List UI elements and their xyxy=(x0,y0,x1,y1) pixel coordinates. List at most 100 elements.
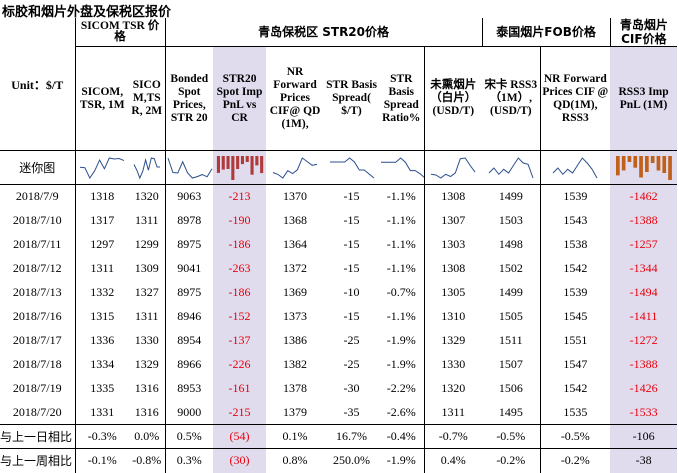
sparkline-bar-chart xyxy=(216,155,263,180)
cell-value: -1494 xyxy=(610,280,678,305)
col-header-unsmoked-sheet: 未熏烟片（白片）(USD/T) xyxy=(424,46,483,151)
sparkline-line xyxy=(329,156,374,178)
cell-value: -25 xyxy=(343,333,360,347)
cell-value: 1334 xyxy=(90,357,115,371)
cell-value: -35 xyxy=(343,404,360,419)
sparkline-line-chart xyxy=(80,156,125,179)
sparkline-line xyxy=(431,156,476,179)
cell-value: 1386 xyxy=(283,333,308,347)
sparkline-cell xyxy=(540,150,611,185)
cell-value: 1539 xyxy=(563,285,588,299)
cell-value: 1316 xyxy=(129,400,166,425)
cell-value: -2.2% xyxy=(379,376,425,401)
cell-value: 1542 xyxy=(563,261,588,275)
page-title: 标胶和烟片外盘及保税区报价 xyxy=(2,5,172,20)
cell-value: -1.1% xyxy=(379,256,425,281)
sparkline-cell xyxy=(324,150,380,185)
cell-value: -15 xyxy=(343,261,360,275)
table-row: 2018/7/16 1315 1311 8946 -152 1373 -15 -1.1% 131… xyxy=(0,304,678,329)
sparkline-bar xyxy=(661,155,666,173)
cell-value: 1311 xyxy=(441,404,466,419)
cell-value: 1368 xyxy=(283,213,308,227)
cell-value: 1303 xyxy=(441,237,466,251)
summary-value: 0.4% xyxy=(424,448,483,473)
cell-value: 1373 xyxy=(283,309,308,323)
cell-value: 1547 xyxy=(563,357,588,371)
cell-value: -1257 xyxy=(610,232,678,257)
cell-value: 1551 xyxy=(563,333,588,347)
summary-label: 与上一周相比 xyxy=(0,448,76,473)
cell-value: 8975 xyxy=(177,285,202,299)
summary-value: (30) xyxy=(213,448,267,473)
sparkline-cell xyxy=(165,150,214,185)
sparkline-bar-chart xyxy=(615,155,672,180)
summary-value: -0.7% xyxy=(424,424,483,449)
cell-value: -1533 xyxy=(610,400,678,425)
cell-value: 1320 xyxy=(129,184,166,209)
row-date: 2018/7/19 xyxy=(0,376,76,401)
cell-value: 1498 xyxy=(482,232,541,257)
cell-value: -186 xyxy=(213,232,267,257)
row-date: 2018/7/13 xyxy=(0,280,76,305)
sparkline-cell xyxy=(610,150,678,185)
cell-value: -1411 xyxy=(610,304,678,329)
cell-value: 1332 xyxy=(90,285,115,299)
sparkline-bar xyxy=(627,155,631,162)
col-header-str-basis-ratio: STR Basis Spread Ratio% xyxy=(379,46,425,151)
cell-value: 1495 xyxy=(482,400,541,425)
col-header-rss3-imp-pnl: RSS3 Imp PnL (1M) xyxy=(610,46,678,151)
cell-value: -15 xyxy=(343,213,360,227)
sparkline-line-chart xyxy=(133,156,160,179)
cell-value: 1370 xyxy=(283,189,308,204)
cell-value: -226 xyxy=(213,352,267,377)
table-row: 2018/7/12 1311 1309 9041 -263 1372 -15 -1.1% 130… xyxy=(0,256,678,281)
sparkline-cell xyxy=(75,150,129,185)
sparkline-bar xyxy=(250,155,254,175)
col-header-nr-forward-rss3: NR Forward Prices CIF @ QD(1M), RSS3 xyxy=(540,46,611,151)
summary-value: -0.3% xyxy=(75,424,129,449)
cell-value: 1318 xyxy=(90,189,115,204)
cell-value: 1378 xyxy=(283,381,308,395)
table-row: 2018/7/11 1297 1299 8975 -186 1364 -15 -1.1% 130… xyxy=(0,232,678,257)
sparkline-bar xyxy=(650,155,655,163)
cell-value: 1307 xyxy=(441,213,466,227)
sparkline-bar xyxy=(656,155,660,170)
cell-value: -152 xyxy=(213,304,267,329)
sparkline-line-chart xyxy=(329,156,374,178)
cell-value: 1499 xyxy=(482,184,541,209)
table-row: 2018/7/18 1334 1329 8966 -226 1382 -25 -1.9% 133… xyxy=(0,352,678,377)
summary-value: -0.8% xyxy=(129,448,166,473)
sparkline-cell xyxy=(266,150,325,185)
unit-label: Unit：$/T xyxy=(0,18,76,151)
cell-value: -1.9% xyxy=(379,328,425,353)
sparkline-line xyxy=(381,156,424,177)
cell-value: 8953 xyxy=(177,381,202,395)
row-date: 2018/7/18 xyxy=(0,352,76,377)
summary-value: -0.5% xyxy=(482,424,541,449)
row-date: 2018/7/9 xyxy=(0,184,76,209)
summary-value: -0.1% xyxy=(75,448,129,473)
cell-value: 1372 xyxy=(283,261,308,275)
cell-value: 1315 xyxy=(90,309,115,323)
cell-value: 8975 xyxy=(177,237,202,251)
price-table: Unit：$/T SICOM TSR 价格 青岛保税区 STR20价格 泰国烟片… xyxy=(0,18,678,473)
col-header-nr-forward-cif: NR Forward Prices CIF@ QD (1M), xyxy=(266,46,325,151)
cell-value: 1507 xyxy=(482,352,541,377)
row-date: 2018/7/17 xyxy=(0,328,76,353)
cell-value: -190 xyxy=(213,208,267,233)
cell-value: 1329 xyxy=(129,352,166,377)
summary-value: 0.3% xyxy=(165,448,214,473)
cell-value: -30 xyxy=(343,381,360,395)
cell-value: 1543 xyxy=(563,213,588,227)
summary-value: -0.4% xyxy=(379,424,425,449)
sparkline-line xyxy=(272,156,318,179)
cell-value: 1539 xyxy=(563,189,588,204)
cell-value: 8954 xyxy=(177,333,202,347)
cell-value: 1310 xyxy=(441,309,466,323)
cell-value: -1.1% xyxy=(379,208,425,233)
cell-value: 9041 xyxy=(177,261,202,275)
cell-value: -186 xyxy=(213,280,267,305)
table-row: 2018/7/17 1336 1330 8954 -137 1386 -25 -1.9% 132… xyxy=(0,328,678,353)
cell-value: -15 xyxy=(343,309,360,323)
cell-value: 1382 xyxy=(283,357,308,371)
